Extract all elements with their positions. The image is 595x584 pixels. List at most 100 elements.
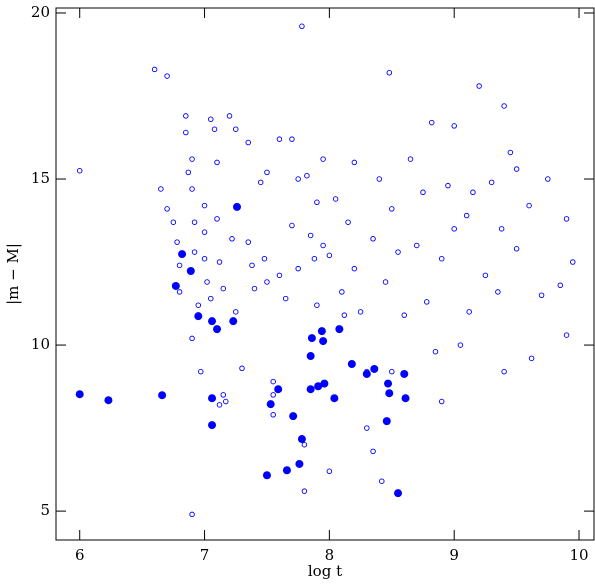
- open-point: [301, 488, 308, 494]
- open-point: [214, 159, 220, 166]
- open-point: [216, 259, 223, 265]
- open-point: [420, 189, 426, 196]
- open-point: [264, 169, 270, 176]
- open-point: [76, 167, 83, 174]
- open-point: [270, 378, 276, 385]
- x-axis-title: log t: [308, 562, 342, 580]
- open-point: [304, 172, 310, 179]
- open-point: [563, 216, 570, 222]
- open-point: [257, 179, 264, 186]
- open-point: [463, 212, 470, 219]
- open-point: [176, 289, 183, 295]
- open-point: [339, 289, 345, 295]
- open-point: [251, 285, 258, 292]
- filled-point: [319, 337, 328, 346]
- open-point: [389, 368, 395, 375]
- open-point: [189, 156, 195, 162]
- open-point: [232, 126, 239, 132]
- filled-point: [75, 390, 84, 399]
- open-point: [501, 368, 507, 375]
- open-point: [249, 262, 255, 269]
- open-point: [208, 116, 214, 122]
- open-point: [264, 279, 270, 285]
- open-point: [282, 295, 289, 302]
- x-tick-label: 6: [75, 546, 85, 564]
- open-point: [407, 156, 414, 162]
- open-point: [204, 279, 210, 285]
- open-point: [295, 265, 301, 272]
- open-point: [261, 255, 268, 262]
- open-point: [526, 202, 532, 209]
- open-point: [170, 219, 177, 225]
- open-point: [432, 348, 439, 355]
- open-point: [201, 229, 208, 235]
- filled-point: [104, 396, 113, 405]
- filled-point: [314, 382, 323, 391]
- open-point: [183, 129, 189, 136]
- filled-point: [317, 327, 326, 336]
- open-point: [320, 156, 326, 162]
- open-point: [341, 312, 348, 318]
- open-point: [189, 335, 195, 342]
- open-point: [528, 355, 535, 362]
- open-point: [270, 392, 276, 398]
- open-point: [451, 226, 457, 232]
- open-point: [195, 302, 202, 308]
- filled-point: [385, 389, 394, 398]
- y-axis-title: |m − M|: [4, 243, 22, 305]
- open-point: [357, 309, 364, 315]
- open-point: [557, 282, 564, 289]
- filled-point: [320, 379, 329, 388]
- filled-point: [384, 379, 393, 388]
- open-point: [164, 73, 170, 79]
- open-point: [220, 285, 227, 292]
- y-tick-label: 15: [31, 169, 50, 187]
- plot-frame: [55, 7, 595, 541]
- open-point: [379, 478, 385, 484]
- open-point: [438, 398, 445, 405]
- filled-point: [347, 359, 356, 368]
- open-point: [351, 265, 358, 272]
- open-point: [245, 139, 251, 146]
- open-point: [364, 425, 370, 431]
- open-point: [183, 113, 189, 119]
- open-point: [314, 199, 320, 206]
- open-point: [488, 179, 495, 186]
- open-point: [320, 242, 326, 249]
- open-point: [307, 232, 314, 239]
- filled-point: [208, 421, 217, 430]
- filled-point: [194, 312, 203, 321]
- open-point: [563, 332, 570, 338]
- open-point: [229, 236, 235, 242]
- filled-point: [330, 394, 339, 403]
- filled-point: [295, 459, 304, 468]
- filled-point: [262, 471, 271, 480]
- open-point: [351, 159, 358, 166]
- filled-point: [158, 391, 167, 400]
- filled-point: [401, 394, 410, 403]
- filled-point: [335, 325, 344, 334]
- open-point: [191, 219, 198, 225]
- open-point: [223, 398, 229, 405]
- filled-point: [186, 267, 195, 276]
- filled-point: [370, 364, 379, 373]
- filled-point: [266, 400, 275, 409]
- open-point: [245, 239, 251, 245]
- open-point: [457, 342, 464, 348]
- open-point: [345, 219, 351, 225]
- open-point: [428, 119, 435, 126]
- open-point: [301, 441, 308, 448]
- open-point: [501, 103, 507, 109]
- filled-point: [289, 412, 298, 421]
- open-point: [386, 70, 393, 76]
- open-point: [370, 448, 376, 455]
- filled-point: [282, 466, 291, 475]
- open-point: [395, 249, 401, 255]
- open-point: [191, 249, 198, 255]
- open-point: [198, 368, 204, 375]
- filled-point: [306, 352, 315, 361]
- open-point: [158, 186, 164, 192]
- open-point: [570, 259, 576, 265]
- open-point: [513, 246, 520, 252]
- open-point: [201, 255, 208, 262]
